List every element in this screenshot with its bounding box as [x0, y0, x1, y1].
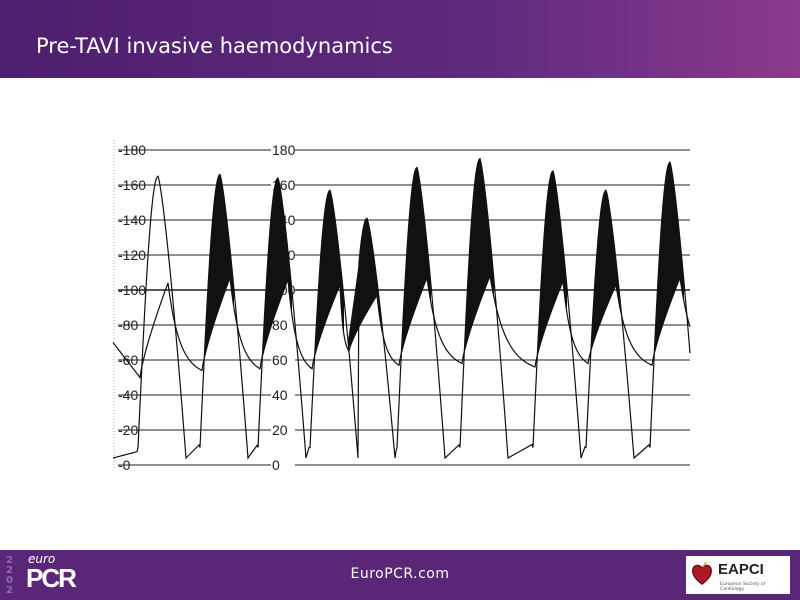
- right-tick-label: 40: [272, 387, 288, 403]
- systolic-gradient-fill: [591, 190, 620, 351]
- left-tick-label: -140: [118, 212, 146, 228]
- slide-title: Pre-TAVI invasive haemodynamics: [36, 34, 393, 58]
- tick-label-bg: [271, 142, 295, 157]
- slide-header: Pre-TAVI invasive haemodynamics: [0, 0, 800, 78]
- slide-footer: [0, 550, 800, 600]
- left-tick-label: -160: [118, 177, 146, 193]
- left-tick-label: -120: [118, 247, 146, 263]
- systolic-gradient-fill: [315, 190, 344, 355]
- haemodynamic-tracing: -180180-160160-140140-120120-100100-8080…: [112, 140, 691, 473]
- right-tick-label: 60: [272, 352, 288, 368]
- left-tick-label: -60: [118, 352, 138, 368]
- tick-label-bg: [271, 387, 295, 402]
- right-tick-label: 80: [272, 317, 288, 333]
- right-tick-label: 20: [272, 422, 288, 438]
- right-tick-label: 0: [272, 457, 280, 473]
- tick-label-bg: [271, 422, 295, 437]
- aortic-pressure-trace: [112, 273, 691, 379]
- right-tick-label: 180: [272, 142, 296, 158]
- systolic-gradient-fill: [348, 218, 381, 350]
- systolic-gradient-fill: [263, 178, 292, 354]
- eapci-subtitle: European Society of Cardiology: [720, 582, 766, 592]
- left-tick-label: -180: [118, 142, 146, 158]
- logo-euro: euro: [28, 552, 56, 566]
- left-tick-label: -0: [118, 457, 131, 473]
- left-tick-label: -100: [118, 282, 146, 298]
- europcr-logo: PCR: [26, 563, 77, 593]
- tick-label-bg: [271, 457, 295, 472]
- tick-label-bg: [271, 317, 295, 332]
- left-tick-label: -40: [118, 387, 138, 403]
- eapci-logo: EAPCI European Society of Cardiology: [686, 556, 790, 594]
- heart-icon: [692, 562, 712, 585]
- left-tick-label: -20: [118, 422, 138, 438]
- tick-label-bg: [271, 352, 295, 367]
- eapci-name: EAPCI: [718, 561, 764, 578]
- footer-url[interactable]: EuroPCR.com: [350, 566, 450, 582]
- left-tick-label: -80: [118, 317, 138, 333]
